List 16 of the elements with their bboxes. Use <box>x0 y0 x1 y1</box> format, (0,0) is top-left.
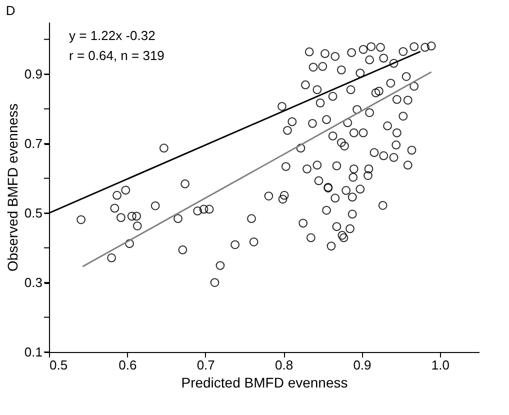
x-tick-label: 0.9 <box>353 358 372 372</box>
x-axis-title: Predicted BMFD evenness <box>181 374 348 390</box>
x-tick-label: 0.8 <box>275 358 294 372</box>
x-tick-label: 0.7 <box>196 358 215 372</box>
annotation: r = 0.64, n = 319 <box>69 48 164 63</box>
y-tick-label: 0.9 <box>24 66 42 82</box>
y-tick-label: 0.3 <box>24 275 42 290</box>
x-tick-label: 0.6 <box>118 358 137 372</box>
annotation: y = 1.22x -0.32 <box>69 28 156 43</box>
chart-title: D <box>6 3 16 18</box>
y-axis-title: Observed BMFD evenness <box>4 103 20 272</box>
x-tick-label: 1.0 <box>431 358 450 372</box>
y-tick-label: 0.5 <box>24 206 42 221</box>
y-tick-label: 0.1 <box>24 344 42 360</box>
y-tick-label: 0.7 <box>24 136 42 152</box>
x-tick-label: 0.5 <box>50 358 68 372</box>
